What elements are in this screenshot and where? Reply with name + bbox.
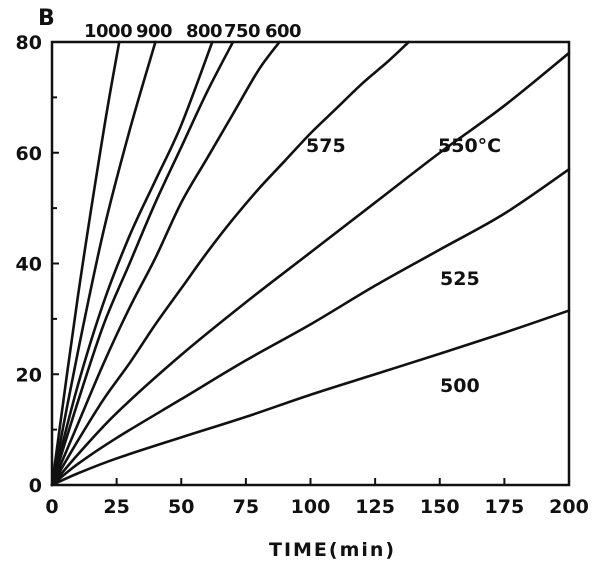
series-line-750 (50, 40, 235, 487)
label-575: 575 (306, 135, 346, 157)
x-axis-title: TIME(min) (269, 539, 396, 561)
x-tick-label-125: 125 (355, 496, 395, 518)
series-line-800 (50, 40, 214, 487)
x-tick-label-75: 75 (233, 496, 259, 518)
label-900: 900 (136, 21, 172, 42)
y-tick-label-80: 80 (16, 32, 42, 54)
label-550c: 550°C (438, 135, 501, 157)
ticks: 0 25 50 75 100 125 150 175 200 0 20 40 60 80 (16, 32, 589, 518)
label-500: 500 (440, 375, 480, 397)
series-line-900 (50, 40, 157, 487)
x-tick-label-175: 175 (485, 496, 525, 518)
label-1000: 1000 (84, 21, 132, 42)
series-line-550C (50, 51, 571, 487)
y-tick-label-60: 60 (16, 143, 42, 165)
x-tick-label-25: 25 (103, 496, 129, 518)
label-600: 600 (265, 21, 301, 42)
label-525: 525 (440, 268, 480, 290)
series-line-525 (50, 168, 571, 487)
x-tick-label-200: 200 (549, 496, 589, 518)
series-line-600 (50, 40, 281, 487)
x-tick-label-150: 150 (420, 496, 460, 518)
x-tick-label-0: 0 (45, 496, 58, 518)
series-line-575 (50, 40, 411, 487)
series-line-1000 (50, 40, 121, 487)
panel-letter: B (38, 6, 55, 31)
series-group (50, 40, 571, 487)
y-tick-label-20: 20 (16, 364, 42, 386)
y-tick-label-0: 0 (29, 475, 42, 497)
y-tick-label-40: 40 (16, 254, 42, 276)
label-800: 800 (186, 21, 222, 42)
label-750: 750 (224, 21, 260, 42)
series-line-500 (50, 309, 571, 487)
x-tick-label-100: 100 (291, 496, 331, 518)
x-tick-label-50: 50 (168, 496, 194, 518)
